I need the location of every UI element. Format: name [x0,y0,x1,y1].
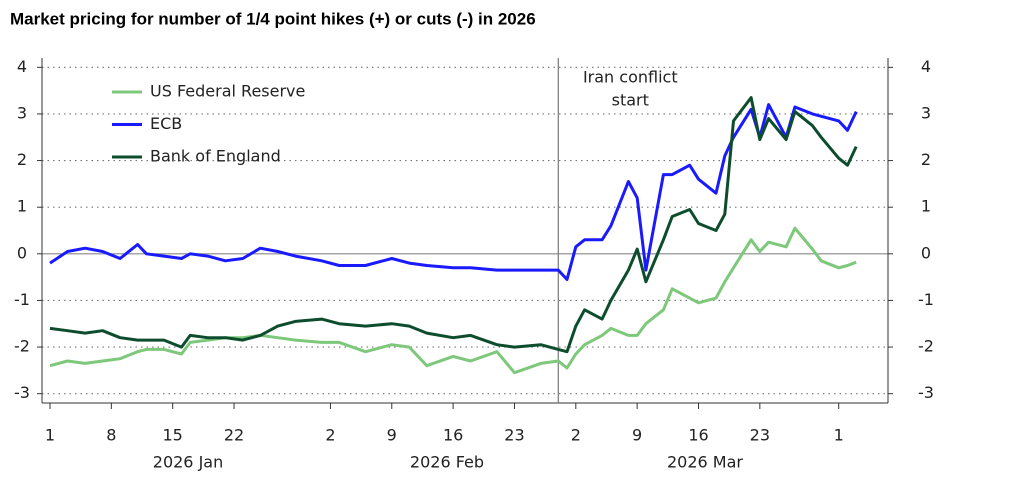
y-tick-label: -2 [14,337,30,356]
month-label: 2026 Jan [153,453,223,472]
x-tick-label: 23 [504,426,524,445]
y2-tick-label: 2 [921,150,931,169]
x-tick-label: 9 [632,426,642,445]
legend-label: US Federal Reserve [150,82,305,101]
x-tick-label: 8 [106,426,116,445]
x-tick-label: 2 [325,426,335,445]
y-tick-label: 2 [17,150,27,169]
x-tick-label: 2 [571,426,581,445]
x-tick-label: 9 [387,426,397,445]
x-tick-label: 23 [750,426,770,445]
annotation: start [612,91,649,110]
y-tick-label: 1 [17,197,27,216]
y-tick-label: 0 [17,243,27,262]
y2-tick-label: 3 [921,103,931,122]
legend-label: Bank of England [150,147,281,166]
y-tick-label: -3 [14,383,30,402]
x-tick-label: 16 [443,426,463,445]
y2-tick-label: -3 [918,383,934,402]
month-label: 2026 Mar [667,453,743,472]
y2-tick-label: 4 [921,57,931,76]
series-line [49,226,857,375]
y2-tick-label: -2 [918,337,934,356]
legend-label: ECB [150,114,182,133]
x-tick-label: 1 [45,426,55,445]
plot-area: -3 -3-2 -2-1 -10 01 12 23 34 41 8 15 22 2 9 16 23 2 9 16 23… [14,57,934,445]
series-line [49,96,858,354]
y2-tick-label: 1 [921,197,931,216]
y-tick-label: 4 [17,57,27,76]
y-tick-label: -1 [14,290,30,309]
x-tick-label: 1 [834,426,844,445]
annotation: Iran conflict [583,68,678,87]
y2-tick-label: 0 [921,243,931,262]
y-tick-label: 3 [17,103,27,122]
chart-title: Market pricing for number of 1/4 point h… [10,9,536,28]
x-tick-label: 22 [224,426,244,445]
x-tick-label: 15 [163,426,183,445]
y2-tick-label: -1 [918,290,934,309]
month-label: 2026 Feb [410,453,484,472]
x-tick-label: 16 [688,426,708,445]
